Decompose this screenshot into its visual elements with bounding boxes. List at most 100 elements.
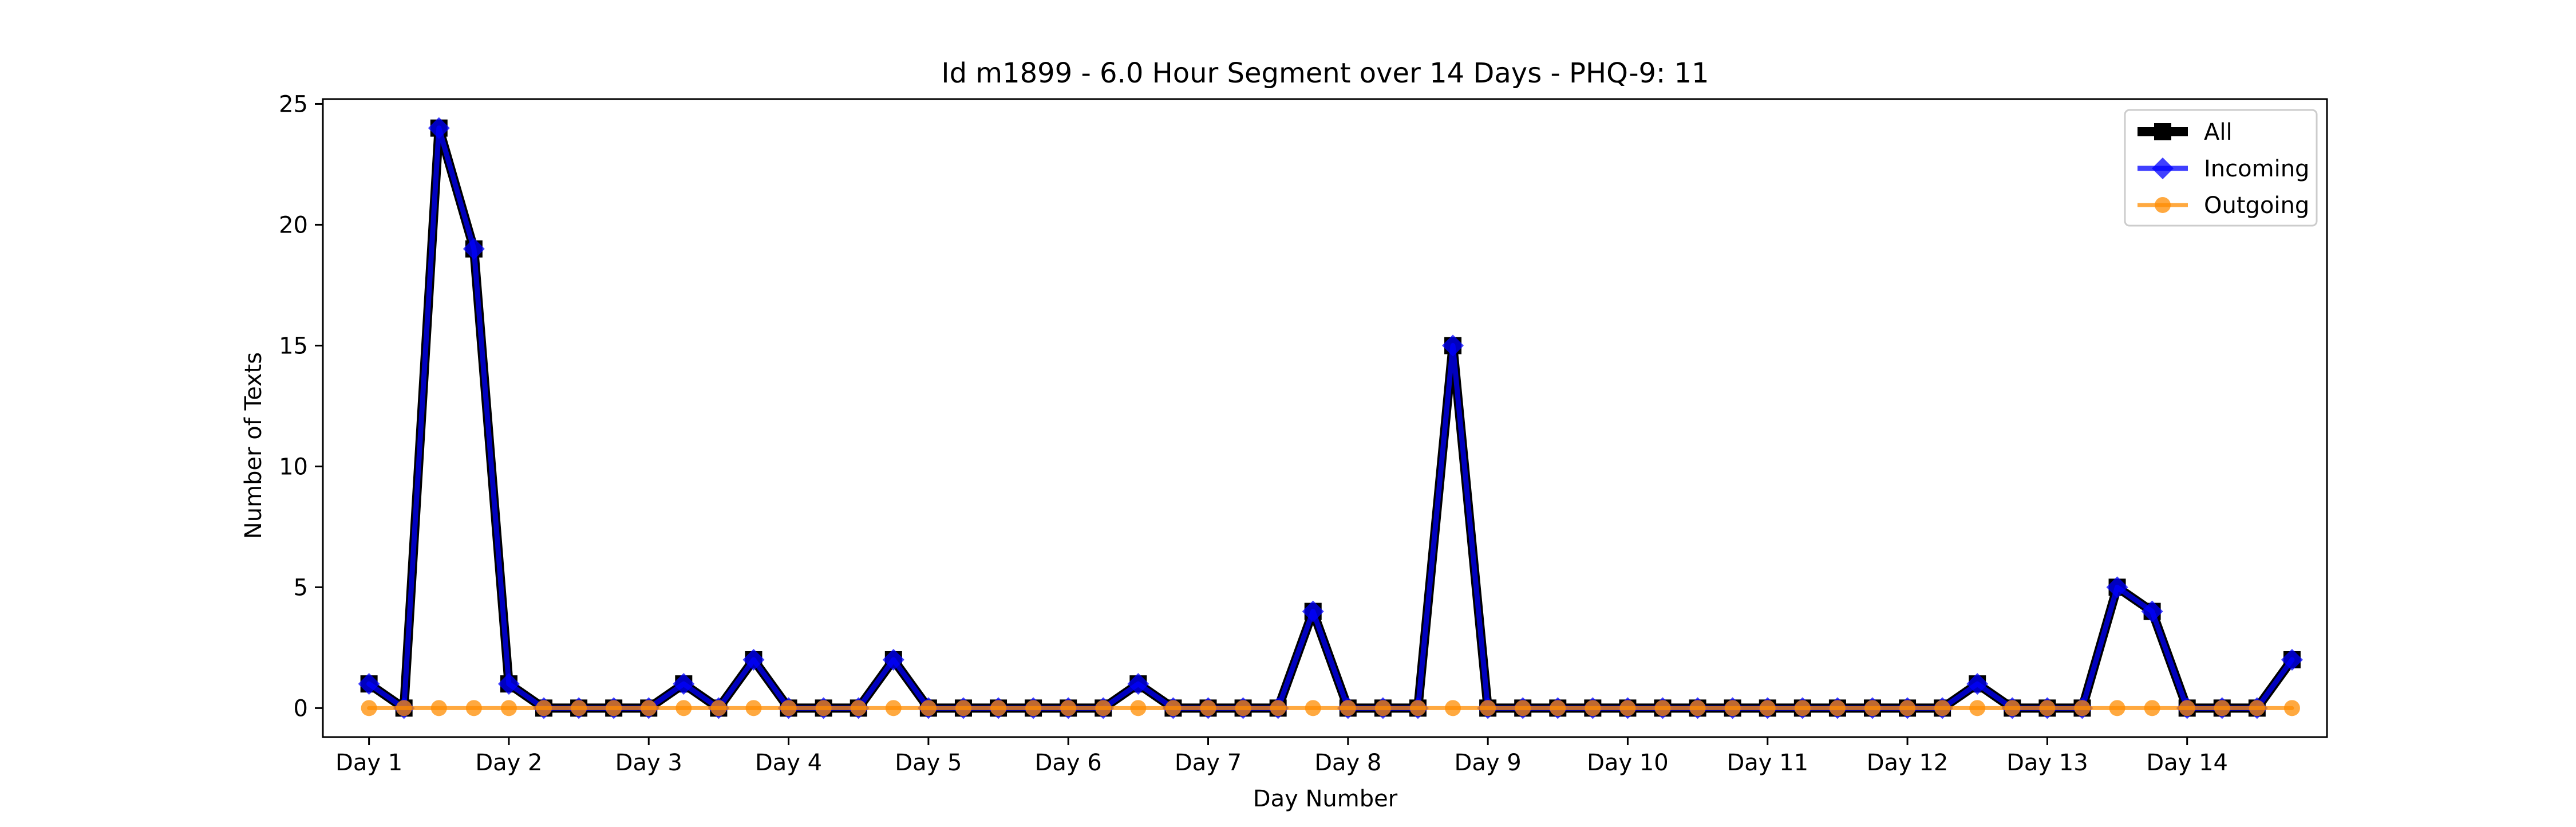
legend-marker-incoming xyxy=(2152,157,2174,179)
data-point-outgoing xyxy=(606,700,622,716)
data-point-incoming xyxy=(2141,600,2163,623)
data-point-outgoing xyxy=(780,700,797,716)
data-point-outgoing xyxy=(2214,700,2230,716)
data-point-outgoing xyxy=(815,700,832,716)
data-point-outgoing xyxy=(1864,700,1880,716)
x-tick-label: Day 6 xyxy=(1035,750,1102,776)
data-point-outgoing xyxy=(1200,700,1216,716)
data-point-incoming xyxy=(463,238,485,260)
x-tick-label: Day 9 xyxy=(1455,750,1522,776)
legend-box xyxy=(2124,109,2318,227)
y-tick-label: 0 xyxy=(294,695,308,722)
x-tick-label: Day 10 xyxy=(1587,750,1669,776)
data-point-incoming xyxy=(358,673,380,695)
data-point-outgoing xyxy=(1585,700,1601,716)
x-axis-label: Day Number xyxy=(1253,786,1398,812)
data-point-outgoing xyxy=(1934,700,1951,716)
data-point-outgoing xyxy=(1340,700,1356,716)
data-point-outgoing xyxy=(1480,700,1496,716)
data-point-outgoing xyxy=(465,700,482,716)
legend-label-outgoing: Outgoing xyxy=(2204,192,2309,219)
y-tick-label: 5 xyxy=(294,574,308,601)
data-point-incoming xyxy=(1127,673,1149,695)
data-point-outgoing xyxy=(1899,700,1916,716)
data-point-incoming xyxy=(742,648,765,671)
legend-label-incoming: Incoming xyxy=(2204,156,2309,182)
y-tick-label: 25 xyxy=(279,91,308,117)
data-point-outgoing xyxy=(1724,700,1741,716)
data-point-outgoing xyxy=(1130,700,1147,716)
data-point-incoming xyxy=(882,648,904,671)
data-point-outgoing xyxy=(2039,700,2056,716)
data-point-outgoing xyxy=(1060,700,1077,716)
data-point-incoming xyxy=(497,673,520,695)
data-point-outgoing xyxy=(500,700,517,716)
x-tick-label: Day 1 xyxy=(335,750,402,776)
data-point-incoming xyxy=(2281,648,2303,671)
x-tick-label: Day 4 xyxy=(755,750,822,776)
data-point-outgoing xyxy=(2074,700,2091,716)
data-point-outgoing xyxy=(710,700,727,716)
data-point-outgoing xyxy=(430,700,447,716)
data-point-outgoing xyxy=(1794,700,1811,716)
data-point-outgoing xyxy=(361,700,377,716)
x-tick-label: Day 11 xyxy=(1726,750,1808,776)
x-tick-label: Day 8 xyxy=(1314,750,1381,776)
data-point-outgoing xyxy=(2109,700,2125,716)
x-tick-label: Day 2 xyxy=(475,750,542,776)
data-point-outgoing xyxy=(955,700,971,716)
data-point-outgoing xyxy=(1515,700,1531,716)
data-point-outgoing xyxy=(920,700,937,716)
data-point-outgoing xyxy=(885,700,902,716)
plot-area xyxy=(358,117,2303,719)
y-tick-label: 15 xyxy=(279,333,308,359)
x-tick-label: Day 5 xyxy=(895,750,962,776)
x-tick-label: Day 14 xyxy=(2146,750,2228,776)
data-point-outgoing xyxy=(1619,700,1636,716)
data-point-outgoing xyxy=(2004,700,2021,716)
axes: Day 1 Day 2 Day 3 Day 4 Day 5 Day 6 Day 7 Day 8… xyxy=(279,91,2328,776)
data-point-outgoing xyxy=(1270,700,1286,716)
legend-marker-outgoing xyxy=(2155,197,2171,213)
data-point-outgoing xyxy=(641,700,657,716)
data-point-outgoing xyxy=(1025,700,1042,716)
x-tick-label: Day 7 xyxy=(1175,750,1242,776)
data-point-incoming xyxy=(1442,334,1464,357)
data-point-outgoing xyxy=(1374,700,1391,716)
data-point-outgoing xyxy=(536,700,552,716)
x-tick-label: Day 12 xyxy=(1867,750,1949,776)
data-point-incoming xyxy=(428,117,450,139)
data-point-outgoing xyxy=(1235,700,1251,716)
data-point-outgoing xyxy=(2144,700,2160,716)
data-point-outgoing xyxy=(571,700,587,716)
legend-label-all: All xyxy=(2204,119,2233,145)
data-point-outgoing xyxy=(675,700,692,716)
y-tick-label: 10 xyxy=(279,454,308,480)
data-point-outgoing xyxy=(1409,700,1426,716)
data-point-outgoing xyxy=(1759,700,1776,716)
data-point-outgoing xyxy=(1969,700,1986,716)
x-tick-label: Day 3 xyxy=(615,750,682,776)
data-point-outgoing xyxy=(2283,700,2300,716)
axes-frame xyxy=(322,98,2328,738)
data-point-outgoing xyxy=(2179,700,2195,716)
data-point-outgoing xyxy=(1165,700,1182,716)
legend-marker-all xyxy=(2154,123,2171,140)
data-point-outgoing xyxy=(850,700,867,716)
data-point-outgoing xyxy=(1829,700,1846,716)
data-point-outgoing xyxy=(1445,700,1461,716)
data-point-outgoing xyxy=(1095,700,1112,716)
data-point-outgoing xyxy=(990,700,1007,716)
data-point-incoming xyxy=(673,673,695,695)
data-point-incoming xyxy=(2106,576,2128,598)
chart-title: Id m1899 - 6.0 Hour Segment over 14 Days… xyxy=(941,57,1709,89)
data-point-outgoing xyxy=(1689,700,1706,716)
y-axis-label: Number of Texts xyxy=(240,352,267,539)
y-tick-label: 20 xyxy=(279,212,308,238)
data-point-outgoing xyxy=(2249,700,2265,716)
data-point-incoming xyxy=(1302,600,1324,623)
data-point-outgoing xyxy=(396,700,412,716)
x-tick-label: Day 13 xyxy=(2006,750,2088,776)
